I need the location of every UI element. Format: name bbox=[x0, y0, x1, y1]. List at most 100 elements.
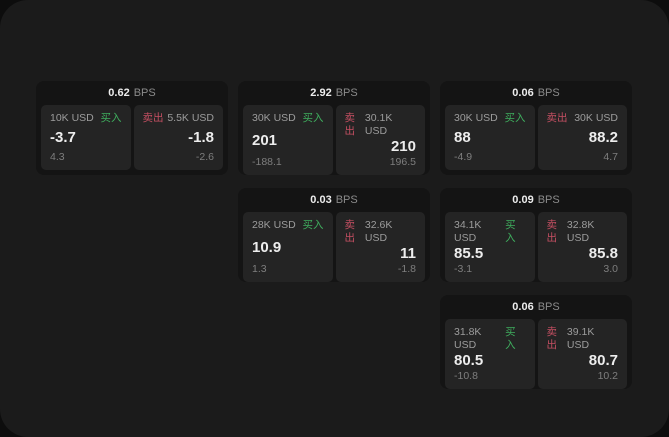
buy-sub-value: -10.8 bbox=[454, 370, 478, 382]
quote-card: 0.03 BPS 28K USD 买入 10.9 1.3 卖出 32.6K US… bbox=[238, 188, 430, 282]
buy-sub-value: 4.3 bbox=[50, 151, 65, 163]
buy-price: 88 bbox=[454, 129, 471, 146]
spread-bps-value: 0.06 bbox=[512, 87, 534, 99]
sell-side-label: 卖出 bbox=[546, 219, 558, 244]
buy-size: 10K USD bbox=[50, 112, 94, 124]
buy-side-label: 买入 bbox=[302, 112, 324, 124]
sell-price: 210 bbox=[390, 138, 416, 155]
buy-price: 80.5 bbox=[454, 352, 484, 369]
buy-side-label: 买入 bbox=[504, 112, 526, 124]
spread-header: 0.62 BPS bbox=[36, 81, 228, 105]
buy-panel-top: 10K USD 买入 bbox=[50, 112, 122, 125]
sell-sub-value: -2.6 bbox=[195, 151, 214, 163]
buy-panel-top: 28K USD 买入 bbox=[252, 219, 324, 232]
buy-panel[interactable]: 34.1K USD 买入 85.5 -3.1 bbox=[445, 212, 535, 282]
buy-panel-top: 30K USD 买入 bbox=[252, 112, 324, 125]
buy-price: 10.9 bbox=[252, 238, 282, 256]
buy-panel-top: 31.8K USD 买入 bbox=[454, 326, 526, 352]
quote-panels: 10K USD 买入 -3.7 4.3 卖出 5.5K USD -1.8 -2.… bbox=[36, 105, 228, 175]
quote-panels: 30K USD 买入 88 -4.9 卖出 30K USD 88.2 4.7 bbox=[440, 105, 632, 175]
sell-size: 39.1K USD bbox=[566, 326, 595, 351]
buy-side-label: 买入 bbox=[100, 112, 122, 124]
sell-panel[interactable]: 卖出 32.8K USD 85.8 3.0 bbox=[537, 212, 627, 282]
sell-panel[interactable]: 卖出 30K USD 88.2 4.7 bbox=[537, 105, 627, 170]
sell-side-label: 卖出 bbox=[344, 219, 356, 244]
buy-side-label: 买入 bbox=[505, 326, 516, 351]
buy-side-label: 买入 bbox=[505, 219, 516, 244]
spread-bps-value: 0.03 bbox=[310, 194, 332, 206]
sell-side-label: 卖出 bbox=[142, 112, 164, 124]
spread-bps-value: 0.06 bbox=[512, 301, 534, 313]
sell-panel[interactable]: 卖出 5.5K USD -1.8 -2.6 bbox=[133, 105, 223, 170]
sell-side-label: 卖出 bbox=[546, 326, 558, 351]
sell-sub-value: 3.0 bbox=[603, 263, 618, 275]
sell-panel[interactable]: 卖出 32.6K USD 11 -1.8 bbox=[335, 212, 425, 282]
sell-price: -1.8 bbox=[188, 129, 214, 146]
buy-side-label: 买入 bbox=[302, 219, 324, 231]
sell-size: 30.1K USD bbox=[364, 112, 393, 137]
buy-sub-value: -3.1 bbox=[454, 263, 473, 275]
spread-bps-value: 2.92 bbox=[310, 87, 332, 99]
sell-panel[interactable]: 卖出 39.1K USD 80.7 10.2 bbox=[537, 319, 627, 389]
sell-panel-top: 卖出 32.6K USD bbox=[345, 219, 417, 245]
buy-size: 34.1K USD bbox=[454, 219, 482, 244]
quote-card: 0.06 BPS 30K USD 买入 88 -4.9 卖出 30K USD 8… bbox=[440, 81, 632, 175]
buy-size: 30K USD bbox=[252, 112, 296, 124]
quote-card: 0.06 BPS 31.8K USD 买入 80.5 -10.8 卖出 39.1… bbox=[440, 295, 632, 389]
spread-bps-unit: BPS bbox=[335, 87, 358, 99]
buy-size: 31.8K USD bbox=[454, 326, 482, 351]
sell-size: 30K USD bbox=[574, 112, 618, 124]
sell-panel[interactable]: 卖出 30.1K USD 210 196.5 bbox=[335, 105, 425, 175]
cards-grid: 0.62 BPS 10K USD 买入 -3.7 4.3 卖出 5.5K USD… bbox=[36, 81, 632, 389]
sell-price: 85.8 bbox=[588, 245, 618, 262]
quote-panels: 31.8K USD 买入 80.5 -10.8 卖出 39.1K USD 80.… bbox=[440, 319, 632, 394]
spread-bps-unit: BPS bbox=[537, 194, 560, 206]
spread-bps-unit: BPS bbox=[335, 194, 358, 206]
sell-panel-top: 卖出 39.1K USD bbox=[547, 326, 619, 352]
sell-size: 5.5K USD bbox=[167, 112, 214, 124]
buy-price: 85.5 bbox=[454, 245, 484, 262]
sell-price: 11 bbox=[400, 245, 416, 262]
sell-panel-top: 卖出 5.5K USD bbox=[143, 112, 215, 125]
spread-bps-value: 0.62 bbox=[108, 87, 130, 99]
spread-header: 0.06 BPS bbox=[440, 295, 632, 319]
buy-size: 28K USD bbox=[252, 219, 296, 231]
sell-side-label: 卖出 bbox=[344, 112, 356, 137]
sell-sub-value: 4.7 bbox=[603, 151, 618, 163]
sell-panel-top: 卖出 30.1K USD bbox=[345, 112, 417, 138]
quote-card: 0.09 BPS 34.1K USD 买入 85.5 -3.1 卖出 32.8K… bbox=[440, 188, 632, 282]
sell-panel-top: 卖出 32.8K USD bbox=[547, 219, 619, 245]
spread-header: 0.09 BPS bbox=[440, 188, 632, 212]
buy-size: 30K USD bbox=[454, 112, 498, 124]
sell-sub-value: 10.2 bbox=[597, 370, 618, 382]
spread-bps-unit: BPS bbox=[133, 87, 156, 99]
buy-sub-value: -4.9 bbox=[454, 151, 473, 163]
spread-header: 0.06 BPS bbox=[440, 81, 632, 105]
sell-sub-value: 196.5 bbox=[389, 156, 416, 168]
buy-price: 201 bbox=[252, 131, 278, 149]
sell-size: 32.8K USD bbox=[566, 219, 595, 244]
sell-price: 80.7 bbox=[588, 352, 618, 369]
buy-panel[interactable]: 30K USD 买入 88 -4.9 bbox=[445, 105, 535, 170]
spread-header: 0.03 BPS bbox=[238, 188, 430, 212]
buy-panel[interactable]: 31.8K USD 买入 80.5 -10.8 bbox=[445, 319, 535, 389]
quote-card: 2.92 BPS 30K USD 买入 201 -188.1 卖出 30.1K … bbox=[238, 81, 430, 175]
buy-panel-top: 30K USD 买入 bbox=[454, 112, 526, 125]
spread-bps-unit: BPS bbox=[537, 301, 560, 313]
sell-price: 88.2 bbox=[588, 129, 618, 146]
buy-panel-top: 34.1K USD 买入 bbox=[454, 219, 526, 245]
quote-panels: 34.1K USD 买入 85.5 -3.1 卖出 32.8K USD 85.8… bbox=[440, 212, 632, 287]
buy-sub-value: 1.3 bbox=[252, 263, 267, 275]
quote-panels: 28K USD 买入 10.9 1.3 卖出 32.6K USD 11 -1.8 bbox=[238, 212, 430, 287]
buy-sub-value: -188.1 bbox=[252, 156, 282, 168]
spread-bps-value: 0.09 bbox=[512, 194, 534, 206]
sell-sub-value: -1.8 bbox=[397, 263, 416, 275]
buy-panel[interactable]: 30K USD 买入 201 -188.1 bbox=[243, 105, 333, 175]
sell-side-label: 卖出 bbox=[546, 112, 568, 124]
spread-bps-unit: BPS bbox=[537, 87, 560, 99]
sell-panel-top: 卖出 30K USD bbox=[547, 112, 619, 125]
buy-price: -3.7 bbox=[50, 129, 76, 146]
buy-panel[interactable]: 10K USD 买入 -3.7 4.3 bbox=[41, 105, 131, 170]
buy-panel[interactable]: 28K USD 买入 10.9 1.3 bbox=[243, 212, 333, 282]
